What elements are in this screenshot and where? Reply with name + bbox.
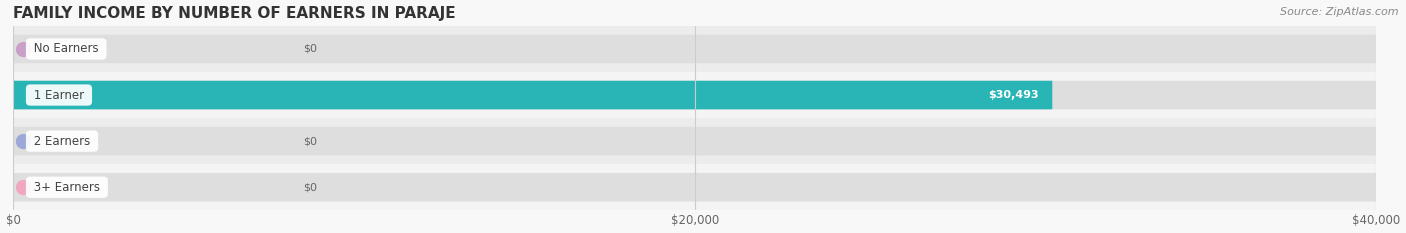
FancyBboxPatch shape [13,173,1376,202]
FancyBboxPatch shape [13,127,1376,155]
Bar [13,118,1376,164]
Text: $0: $0 [302,44,316,54]
Bar [13,164,1376,210]
Text: No Earners: No Earners [30,42,103,55]
Text: 2 Earners: 2 Earners [30,135,94,148]
Text: $0: $0 [302,136,316,146]
Text: FAMILY INCOME BY NUMBER OF EARNERS IN PARAJE: FAMILY INCOME BY NUMBER OF EARNERS IN PA… [13,6,456,21]
Text: Source: ZipAtlas.com: Source: ZipAtlas.com [1281,7,1399,17]
Text: 1 Earner: 1 Earner [30,89,89,102]
FancyBboxPatch shape [13,35,1376,63]
Bar [13,26,1376,72]
FancyBboxPatch shape [13,81,1052,109]
FancyBboxPatch shape [13,81,1376,109]
Bar [13,72,1376,118]
Text: 3+ Earners: 3+ Earners [30,181,104,194]
Text: $30,493: $30,493 [988,90,1039,100]
Text: $0: $0 [302,182,316,192]
